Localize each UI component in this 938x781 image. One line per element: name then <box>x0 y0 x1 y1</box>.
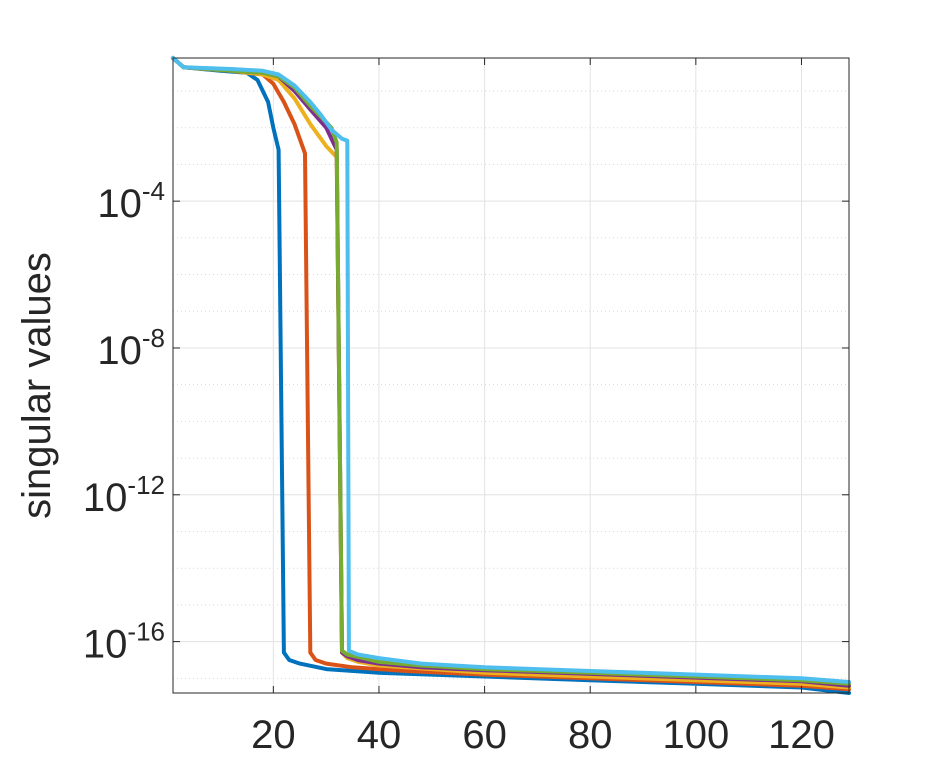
x-tick-label: 120 <box>768 713 835 757</box>
y-tick-label: 10-16 <box>83 617 165 667</box>
series-line-4 <box>171 56 851 688</box>
x-tick-labels: 20 40 60 80 100 120 <box>251 713 835 757</box>
y-tick-labels: 10-4 10-8 10-12 10-16 <box>83 176 165 666</box>
x-tick-label: 20 <box>251 713 296 757</box>
y-tick-label: 10-12 <box>83 470 165 520</box>
y-axis-label: singular values <box>15 252 59 519</box>
x-tick-label: 40 <box>357 713 402 757</box>
plot-area-box <box>172 57 850 694</box>
series-group <box>171 56 851 695</box>
axis-ticks <box>173 58 849 693</box>
y-tick-label: 10-4 <box>97 176 165 226</box>
series-line-2 <box>171 56 851 692</box>
y-tick-label: 10-8 <box>97 323 165 373</box>
x-tick-label: 80 <box>568 713 613 757</box>
series-line-5 <box>171 56 851 686</box>
x-tick-label: 100 <box>662 713 729 757</box>
series-line-6 <box>171 56 851 684</box>
grid <box>173 58 849 693</box>
series-line-1 <box>171 56 851 695</box>
series-line-3 <box>171 56 851 690</box>
x-tick-label: 60 <box>462 713 507 757</box>
